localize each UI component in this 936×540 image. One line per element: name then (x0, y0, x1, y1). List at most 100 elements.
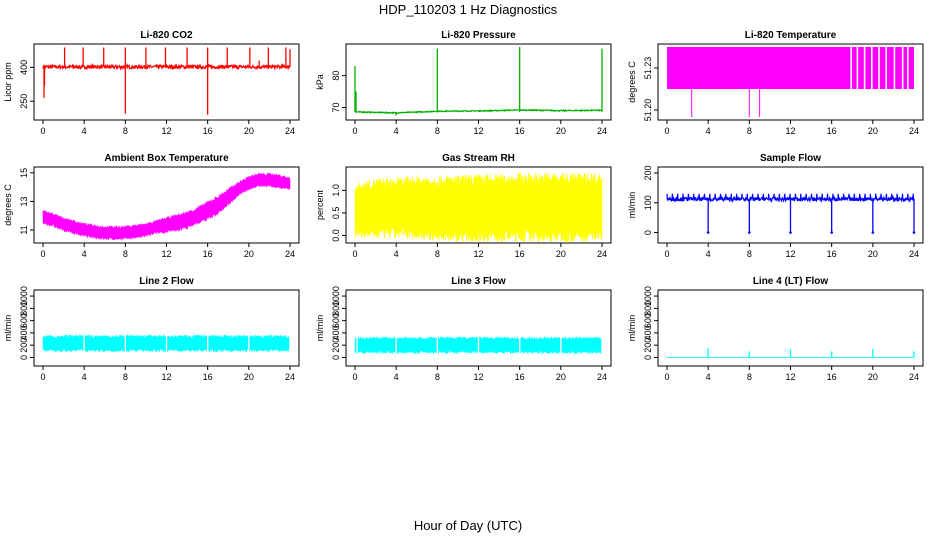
y-tick-label-1: 250 (19, 94, 29, 109)
x-tick-label-6: 20 (244, 249, 254, 259)
x-tick-label-1: 0 (40, 372, 45, 382)
panel-4: Ambient Box Temperature 0 4 8 12 16 20 24 11 13 15… (3, 153, 300, 259)
panel-frame (33, 43, 300, 121)
y-tick-label-2: 100 (643, 195, 653, 210)
data-layer (667, 348, 915, 358)
y-tick-label-2: 13 (19, 196, 29, 206)
x-tick-label-6: 20 (868, 126, 878, 136)
x-tick-label-3: 8 (747, 126, 752, 136)
y-tick-label-1: 51.20 (643, 99, 653, 122)
y-tick-label-2: 80 (331, 71, 341, 81)
y-tick-label-6: 1000 (331, 286, 341, 306)
y-tick-label-3: 400 (19, 325, 29, 340)
x-tick-label-3: 8 (435, 126, 440, 136)
panel-title: Gas Stream RH (442, 153, 515, 164)
x-tick-label-7: 24 (285, 126, 295, 136)
y-tick-label-2: 200 (331, 338, 341, 353)
data-layer (42, 172, 291, 242)
data-drop-point-2 (748, 231, 751, 234)
y-tick-label-2: 200 (19, 338, 29, 353)
data-layer (42, 47, 291, 115)
y-tick-label-3: 200 (643, 165, 653, 180)
x-tick-label-3: 8 (747, 372, 752, 382)
panel-title: Line 2 Flow (139, 276, 194, 287)
y-axis-label: degrees C (3, 184, 13, 226)
x-tick-label-7: 24 (285, 372, 295, 382)
x-tick-label-5: 16 (203, 126, 213, 136)
x-tick-label-4: 12 (161, 372, 171, 382)
panel-frame (345, 43, 612, 121)
y-tick-label-2: 200 (643, 338, 653, 353)
x-tick-label-1: 0 (40, 126, 45, 136)
x-tick-label-5: 16 (203, 372, 213, 382)
x-tick-label-7: 24 (909, 372, 919, 382)
panel-title: Li-820 CO2 (140, 30, 193, 41)
x-tick-label-4: 12 (473, 126, 483, 136)
data-layer (354, 172, 603, 243)
x-tick-label-4: 12 (473, 249, 483, 259)
x-tick-label-2: 4 (394, 126, 399, 136)
x-tick-label-1: 0 (40, 249, 45, 259)
data-envelope (42, 172, 291, 242)
x-tick-label-1: 0 (352, 249, 357, 259)
y-tick-label-5: 800 (19, 301, 29, 316)
x-tick-label-5: 16 (515, 372, 525, 382)
data-drop-point-4 (830, 231, 833, 234)
x-tick-label-3: 8 (123, 249, 128, 259)
x-tick-label-5: 16 (515, 126, 525, 136)
x-tick-label-4: 12 (473, 372, 483, 382)
x-tick-label-7: 24 (597, 372, 607, 382)
y-tick-label-3: 1.0 (331, 184, 341, 197)
x-tick-label-5: 16 (203, 249, 213, 259)
x-tick-label-5: 16 (827, 372, 837, 382)
data-drop-point-3 (789, 231, 792, 234)
x-tick-label-3: 8 (435, 249, 440, 259)
y-tick-label-3: 15 (19, 168, 29, 178)
data-series-line (354, 108, 603, 115)
x-tick-label-6: 20 (868, 372, 878, 382)
data-layer (666, 193, 916, 234)
data-layer (42, 290, 291, 366)
x-tick-label-1: 0 (352, 126, 357, 136)
x-tick-label-2: 4 (706, 372, 711, 382)
x-tick-label-3: 8 (123, 126, 128, 136)
y-tick-label-5: 800 (643, 301, 653, 316)
x-tick-label-7: 24 (909, 126, 919, 136)
x-tick-label-7: 24 (597, 249, 607, 259)
x-tick-label-3: 8 (123, 372, 128, 382)
y-axis-label: ml/min (627, 192, 637, 219)
x-tick-label-6: 20 (556, 249, 566, 259)
page-title: HDP_110203 1 Hz Diagnostics (378, 2, 558, 17)
x-tick-label-2: 4 (82, 126, 87, 136)
x-tick-label-3: 8 (747, 249, 752, 259)
x-tick-label-4: 12 (785, 249, 795, 259)
data-drop-point-1 (706, 231, 710, 234)
x-tick-label-2: 4 (394, 372, 399, 382)
y-tick-label-1: 0.0 (331, 229, 341, 242)
panel-2: Li-820 Pressure 0 4 8 12 16 20 24 70 80 kPa (315, 30, 612, 136)
data-layer (354, 290, 603, 366)
x-tick-label-4: 12 (161, 249, 171, 259)
y-tick-label-2: 51.23 (643, 57, 653, 80)
y-tick-label-6: 1000 (643, 286, 653, 306)
y-tick-label-5: 800 (331, 301, 341, 316)
x-tick-label-1: 0 (664, 372, 669, 382)
panel-title: Line 3 Flow (451, 276, 506, 287)
x-tick-label-5: 16 (827, 126, 837, 136)
y-tick-label-4: 600 (331, 313, 341, 328)
y-tick-label-1: 0 (19, 355, 29, 360)
x-tick-label-1: 0 (664, 126, 669, 136)
panel-title: Line 4 (LT) Flow (753, 276, 829, 287)
y-tick-label-2: 0.5 (331, 207, 341, 220)
y-tick-label-4: 600 (643, 313, 653, 328)
data-series-line (42, 62, 291, 71)
y-axis-label: ml/min (3, 315, 13, 342)
data-drop-point-5 (871, 231, 875, 234)
x-tick-label-5: 16 (827, 249, 837, 259)
panel-title: Li-820 Pressure (441, 30, 516, 41)
x-tick-label-6: 20 (556, 126, 566, 136)
panel-title: Sample Flow (760, 153, 821, 164)
data-layer (667, 47, 914, 117)
